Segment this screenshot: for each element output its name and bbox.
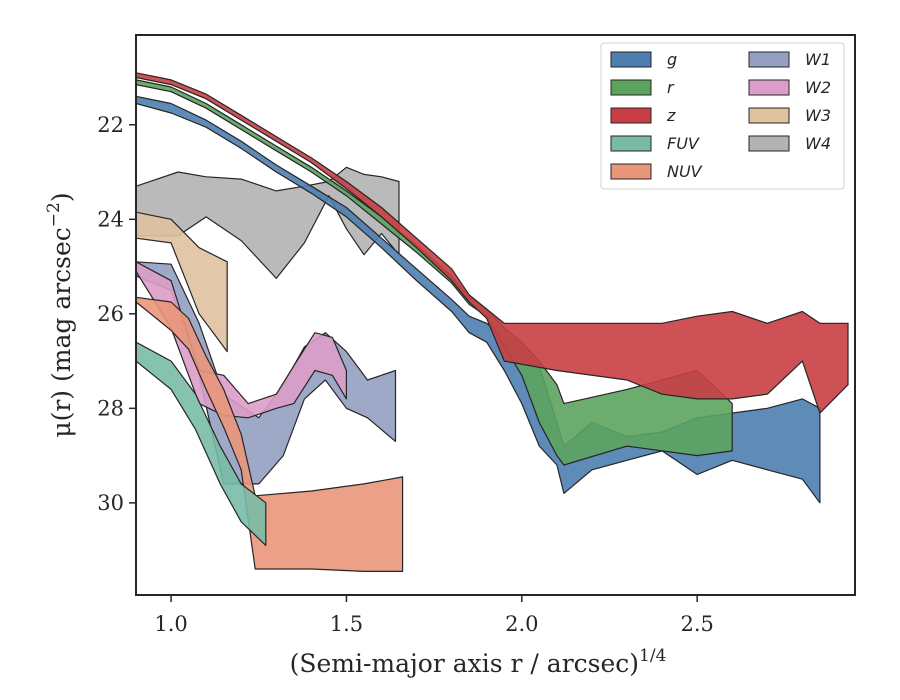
band-fuv	[136, 341, 267, 547]
legend-label-w2: W2	[805, 78, 831, 97]
x-axis-label-main: (Semi-major axis r / arcsec)	[290, 649, 639, 678]
legend-label-r: r	[667, 78, 675, 97]
y-tick-label: 28	[97, 396, 124, 420]
legend-label-nuv: NUV	[667, 162, 703, 181]
y-tick-label: 24	[97, 207, 124, 231]
legend-label-w1: W1	[805, 50, 831, 69]
band-w3	[136, 211, 228, 353]
y-tick-label: 22	[97, 113, 124, 137]
legend-swatch-nuv	[610, 163, 652, 180]
x-tick-label: 2.0	[505, 612, 538, 636]
y-axis-label-sup: −2	[44, 202, 64, 227]
y-axis-label: μ(r) (mag arcsec−2)	[44, 192, 76, 437]
legend-swatch-r	[610, 79, 652, 96]
x-axis-label: (Semi-major axis r / arcsec)1/4	[290, 646, 667, 678]
x-tick-label: 1.5	[330, 612, 363, 636]
band-nuv	[136, 296, 404, 573]
legend-swatch-g	[610, 51, 652, 68]
legend-swatch-fuv	[610, 135, 652, 152]
legend-label-w3: W3	[805, 106, 831, 125]
series-layer	[136, 72, 849, 573]
legend-label-w4: W4	[805, 134, 831, 153]
y-axis-label-main: μ(r) (mag arcsec	[47, 227, 76, 437]
x-tick-label: 1.0	[154, 612, 187, 636]
band-g	[136, 95, 821, 504]
y-axis-label-close: )	[47, 192, 76, 202]
y-axis-ticks: 22 24 26 28 30	[97, 113, 136, 515]
legend-swatch-w1	[748, 51, 790, 68]
legend: grz FUV NUV W1 W2 W3 W4	[600, 42, 845, 190]
legend-swatch-z	[610, 107, 652, 124]
legend-swatch-w4	[748, 135, 790, 152]
legend-swatch-w2	[748, 79, 790, 96]
legend-label-z: z	[666, 106, 676, 125]
y-tick-label: 30	[97, 491, 124, 515]
band-z	[136, 72, 849, 414]
legend-label-fuv: FUV	[667, 134, 700, 153]
y-tick-label: 26	[97, 302, 124, 326]
band-w2	[136, 261, 347, 419]
x-tick-label: 2.5	[680, 612, 713, 636]
legend-swatch-w3	[748, 107, 790, 124]
x-axis-label-sup: 1/4	[639, 646, 666, 666]
plot-frame	[135, 34, 856, 596]
x-axis-ticks: 1.0 1.5 2.0 2.5	[154, 595, 714, 636]
legend-label-g: g	[667, 50, 677, 69]
